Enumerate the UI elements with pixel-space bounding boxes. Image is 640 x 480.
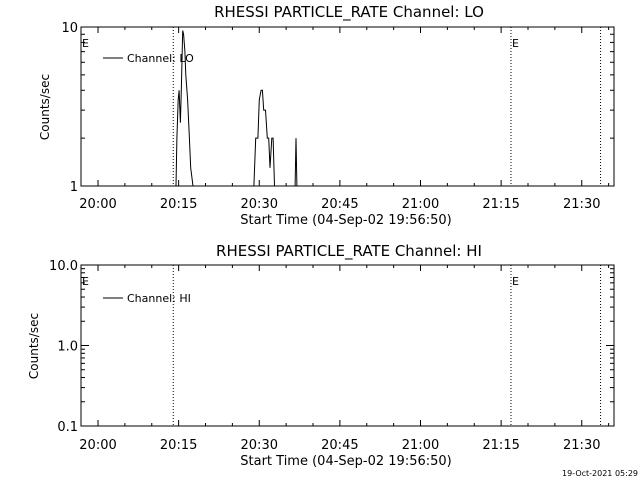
x-tick-label-lo: 21:00 [402, 197, 439, 212]
x-tick-label-lo: 20:45 [321, 197, 358, 212]
x-tick-label-lo: 20:30 [241, 197, 278, 212]
x-tick-label-hi: 20:30 [241, 438, 278, 453]
legend-hi: Channel: HI [103, 292, 191, 305]
y-tick-label-hi: 0.1 [57, 420, 78, 435]
x-tick-label-lo: 20:00 [79, 197, 116, 212]
panel-lo: RHESSI PARTICLE_RATE Channel: LO Counts/… [38, 3, 615, 228]
plot-frame-lo [80, 26, 615, 187]
x-tick-label-lo: 20:15 [160, 197, 197, 212]
x-axis-label-lo: Start Time (04-Sep-02 19:56:50) [240, 213, 451, 228]
event-marker-label-hi: E [512, 275, 519, 288]
axis-ticks-hi: 20:00 20:15 20:30 20:45 21:00 21:15 21:30 0.1 1.… [49, 259, 614, 453]
series-line-lo [253, 89, 276, 187]
panel-hi: RHESSI PARTICLE_RATE Channel: HI Counts/… [27, 242, 615, 469]
legend-label-hi: Channel: HI [127, 292, 191, 305]
y-tick-label-lo: 1 [70, 180, 78, 195]
event-marker-label-lo: E [82, 37, 89, 50]
x-tick-label-lo: 21:30 [563, 197, 600, 212]
x-tick-label-hi: 21:15 [482, 438, 519, 453]
chart-title-hi: RHESSI PARTICLE_RATE Channel: HI [216, 242, 482, 261]
y-axis-label-hi: Counts/sec [27, 313, 41, 379]
legend-lo: Channel: LO [103, 52, 194, 65]
axis-ticks-lo: 20:00 20:15 20:30 20:45 21:00 21:15 21:30 1 10 [61, 21, 614, 212]
y-axis-label-lo: Counts/sec [38, 74, 52, 140]
y-tick-label-lo: 10 [61, 21, 78, 36]
series-line-lo [294, 138, 298, 187]
x-tick-label-hi: 21:30 [563, 438, 600, 453]
plot-frame-hi [80, 264, 615, 427]
series-line-lo [175, 30, 194, 187]
event-marker-label-lo: E [512, 37, 519, 50]
chart-title-lo: RHESSI PARTICLE_RATE Channel: LO [214, 3, 484, 22]
event-marker-label-hi: E [82, 275, 89, 288]
footer-timestamp: 19-Oct-2021 05:29 [562, 469, 638, 478]
x-axis-label-hi: Start Time (04-Sep-02 19:56:50) [240, 454, 451, 469]
x-tick-label-hi: 20:15 [160, 438, 197, 453]
x-tick-label-lo: 21:15 [482, 197, 519, 212]
x-tick-label-hi: 20:00 [79, 438, 116, 453]
legend-label-lo: Channel: LO [127, 52, 194, 65]
y-tick-label-hi: 10.0 [49, 259, 78, 274]
x-tick-label-hi: 20:45 [321, 438, 358, 453]
y-tick-label-hi: 1.0 [57, 340, 78, 355]
series-lo [175, 30, 298, 187]
x-tick-label-hi: 21:00 [402, 438, 439, 453]
